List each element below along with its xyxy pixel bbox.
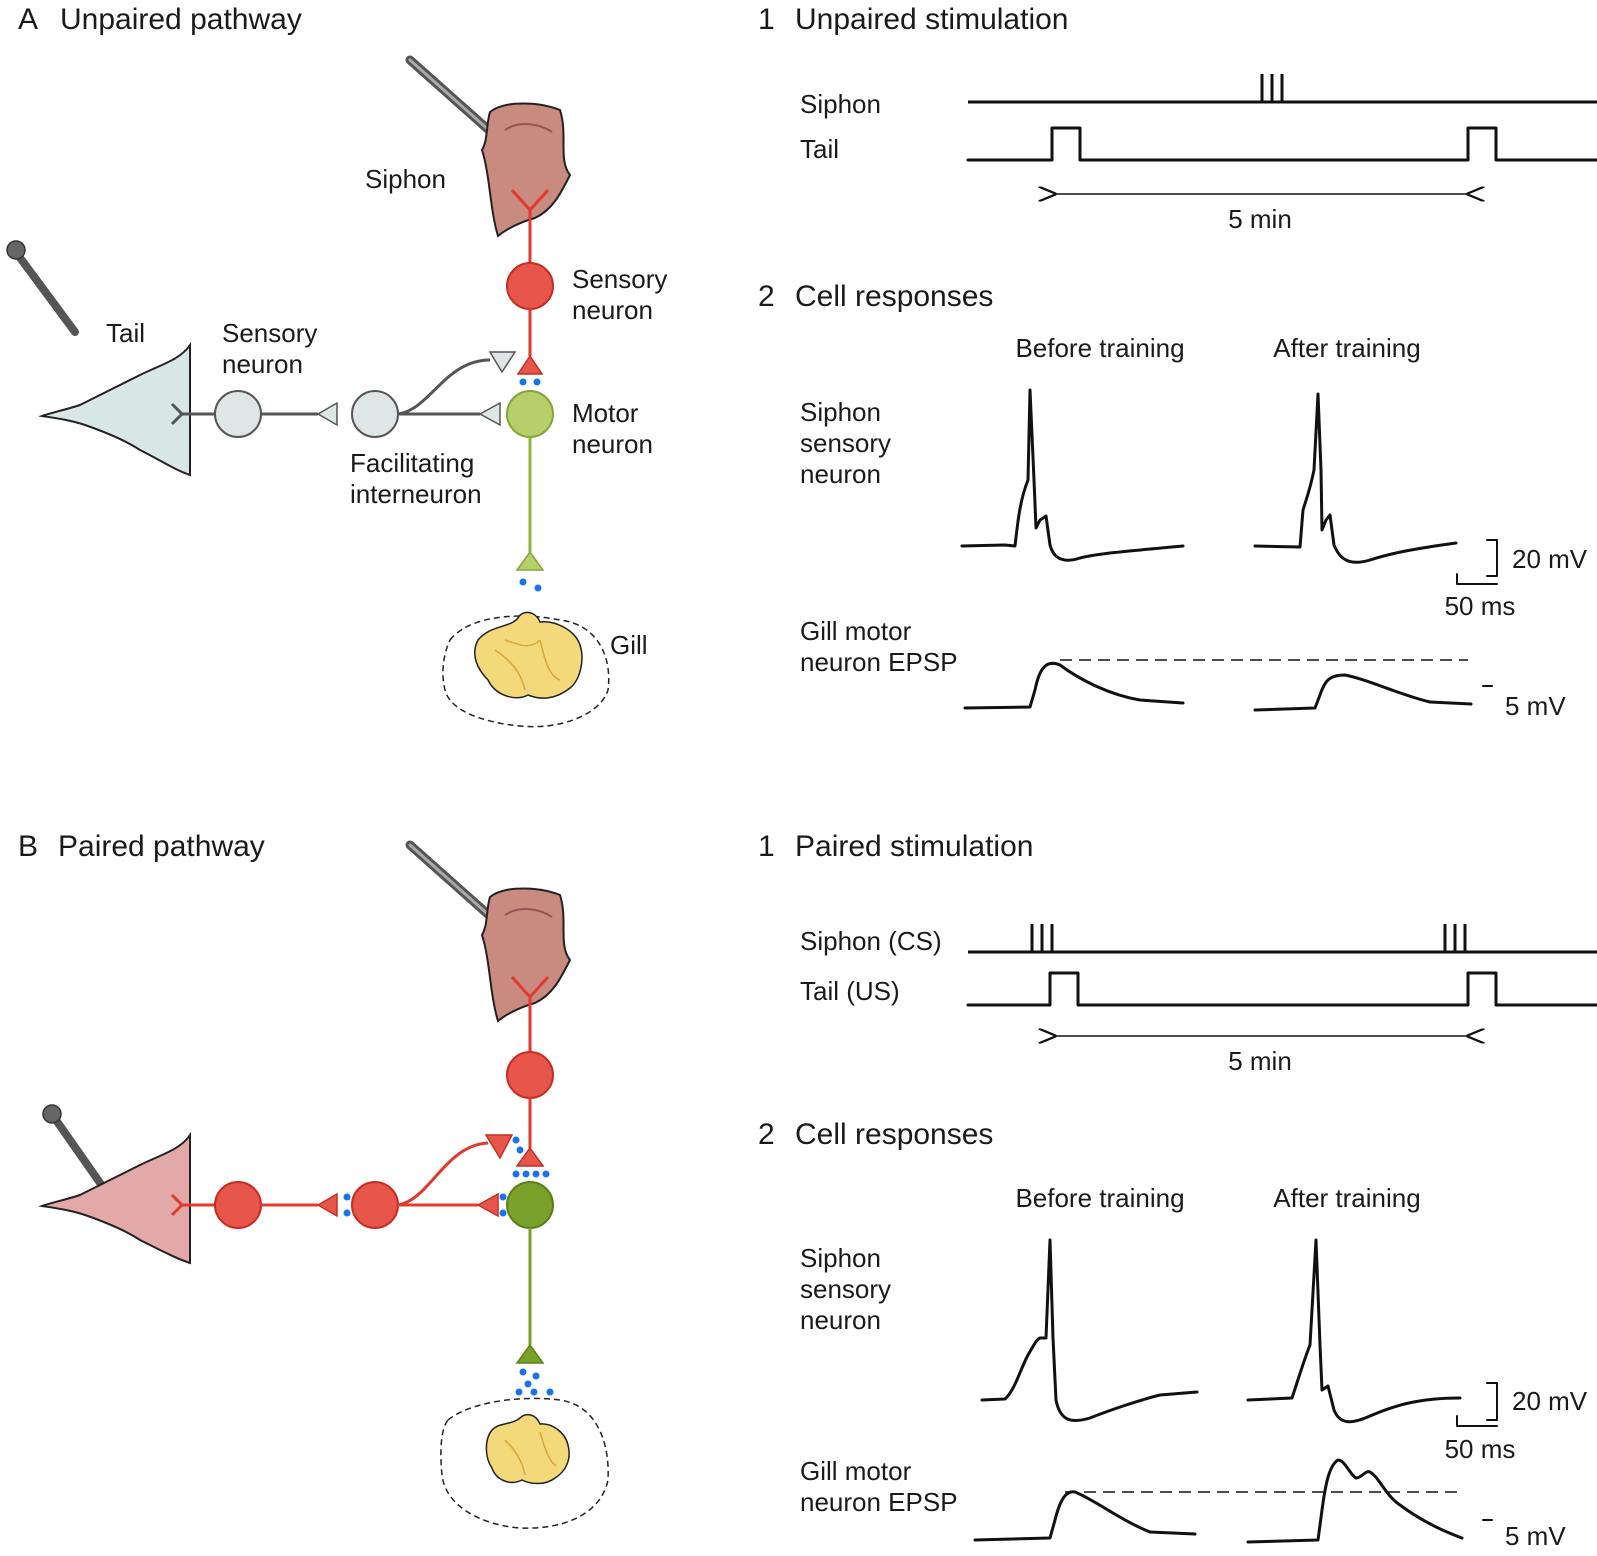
panel-b-responses: 2 Cell responses Before training After t… (758, 1118, 1588, 1551)
motor-neuron-b (506, 1181, 554, 1229)
b-stim-number: 1 (758, 830, 775, 863)
a-resp-title: Cell responses (795, 280, 993, 313)
interneuron-label-top: Facilitating (350, 448, 474, 478)
panel-a-stimulation: 1 Unpaired stimulation Siphon Tail 5 min (758, 3, 1597, 234)
a-siphon-label: Siphon (800, 89, 881, 119)
b-resp-title: Cell responses (795, 1118, 993, 1151)
a-epsp-after-trace (1253, 673, 1473, 712)
siphon-sensory-neuron (506, 262, 554, 310)
facilitating-interneuron (351, 390, 399, 438)
a-stim-number: 1 (758, 3, 775, 36)
motor-neuron (506, 390, 554, 438)
siphon-sensory-neuron-b (506, 1051, 554, 1099)
a-epsp-before-trace (963, 661, 1185, 710)
tail-label: Tail (106, 318, 145, 348)
siphon-tissue (480, 102, 572, 238)
tail-tissue-b (38, 1131, 191, 1265)
b-sensory-before-trace (980, 1238, 1199, 1423)
a-tail-label: Tail (800, 134, 839, 164)
b-siphon-label: Siphon (CS) (800, 926, 942, 956)
panel-a-letter: A (18, 3, 38, 36)
a-stim-title: Unpaired stimulation (795, 3, 1068, 36)
b-sensory-after-trace (1246, 1238, 1462, 1424)
b-tail-label: Tail (US) (800, 976, 900, 1006)
a-motor-l1: Gill motor (800, 616, 912, 646)
panel-b-circuit: B Paired pathway (18, 830, 609, 1529)
a-scale-small: 5 mV (1505, 691, 1566, 721)
motor-label-top: Motor (572, 398, 639, 428)
gill-label: Gill (610, 630, 648, 660)
interneuron-label-bottom: interneuron (350, 479, 482, 509)
a-after: After training (1273, 333, 1420, 363)
tail-sensory-label-bottom: neuron (222, 349, 303, 379)
panel-a-circuit: A Unpaired pathway Siphon Sensory neuron… (6, 3, 667, 728)
b-before: Before training (1015, 1183, 1184, 1213)
b-interval: 5 min (1228, 1046, 1292, 1076)
b-after: After training (1273, 1183, 1420, 1213)
b-sens-l3: neuron (800, 1305, 881, 1335)
gill-tissue-b (485, 1413, 570, 1485)
siphon-label: Siphon (365, 164, 446, 194)
a-sensory-before-trace (960, 388, 1185, 562)
facilitating-interneuron-b (351, 1181, 399, 1229)
tail-sensory-neuron (214, 390, 262, 438)
b-motor-l1: Gill motor (800, 1456, 912, 1486)
b-epsp-after-trace (1246, 1458, 1464, 1544)
b-motor-l2: neuron EPSP (800, 1487, 958, 1517)
sensory-label-bottom: neuron (572, 295, 653, 325)
b-scale-small: 5 mV (1505, 1521, 1566, 1551)
sensory-label-top: Sensory (572, 264, 667, 294)
a-sens-l3: neuron (800, 459, 881, 489)
a-scale-mv: 20 mV (1512, 544, 1588, 574)
tail-tissue (38, 341, 191, 477)
b-stim-title: Paired stimulation (795, 830, 1033, 863)
panel-b-stimulation: 1 Paired stimulation Siphon (CS) Tail (U… (758, 830, 1597, 1076)
gill-tissue (474, 611, 583, 699)
a-sensory-after-trace (1253, 392, 1458, 564)
tail-sensory-label-top: Sensory (222, 318, 317, 348)
panel-a-responses: 2 Cell responses Before training After t… (758, 280, 1588, 721)
tail-sensory-neuron-b (214, 1181, 262, 1229)
siphon-tissue-b (480, 887, 572, 1023)
a-motor-l2: neuron EPSP (800, 647, 958, 677)
panel-a-title: Unpaired pathway (60, 3, 302, 36)
a-sens-l2: sensory (800, 428, 891, 458)
a-interval: 5 min (1228, 204, 1292, 234)
a-before: Before training (1015, 333, 1184, 363)
motor-label-bottom: neuron (572, 429, 653, 459)
panel-b-title: Paired pathway (58, 830, 265, 863)
b-sens-l2: sensory (800, 1274, 891, 1304)
a-sens-l1: Siphon (800, 397, 881, 427)
b-resp-number: 2 (758, 1118, 775, 1151)
b-sens-l1: Siphon (800, 1243, 881, 1273)
panel-b-letter: B (18, 830, 38, 863)
b-epsp-before-trace (973, 1490, 1197, 1542)
tail-probe-icon (6, 240, 79, 336)
a-scale-ms: 50 ms (1445, 591, 1516, 621)
a-resp-number: 2 (758, 280, 775, 313)
b-scale-ms: 50 ms (1445, 1434, 1516, 1464)
b-scale-mv: 20 mV (1512, 1386, 1588, 1416)
